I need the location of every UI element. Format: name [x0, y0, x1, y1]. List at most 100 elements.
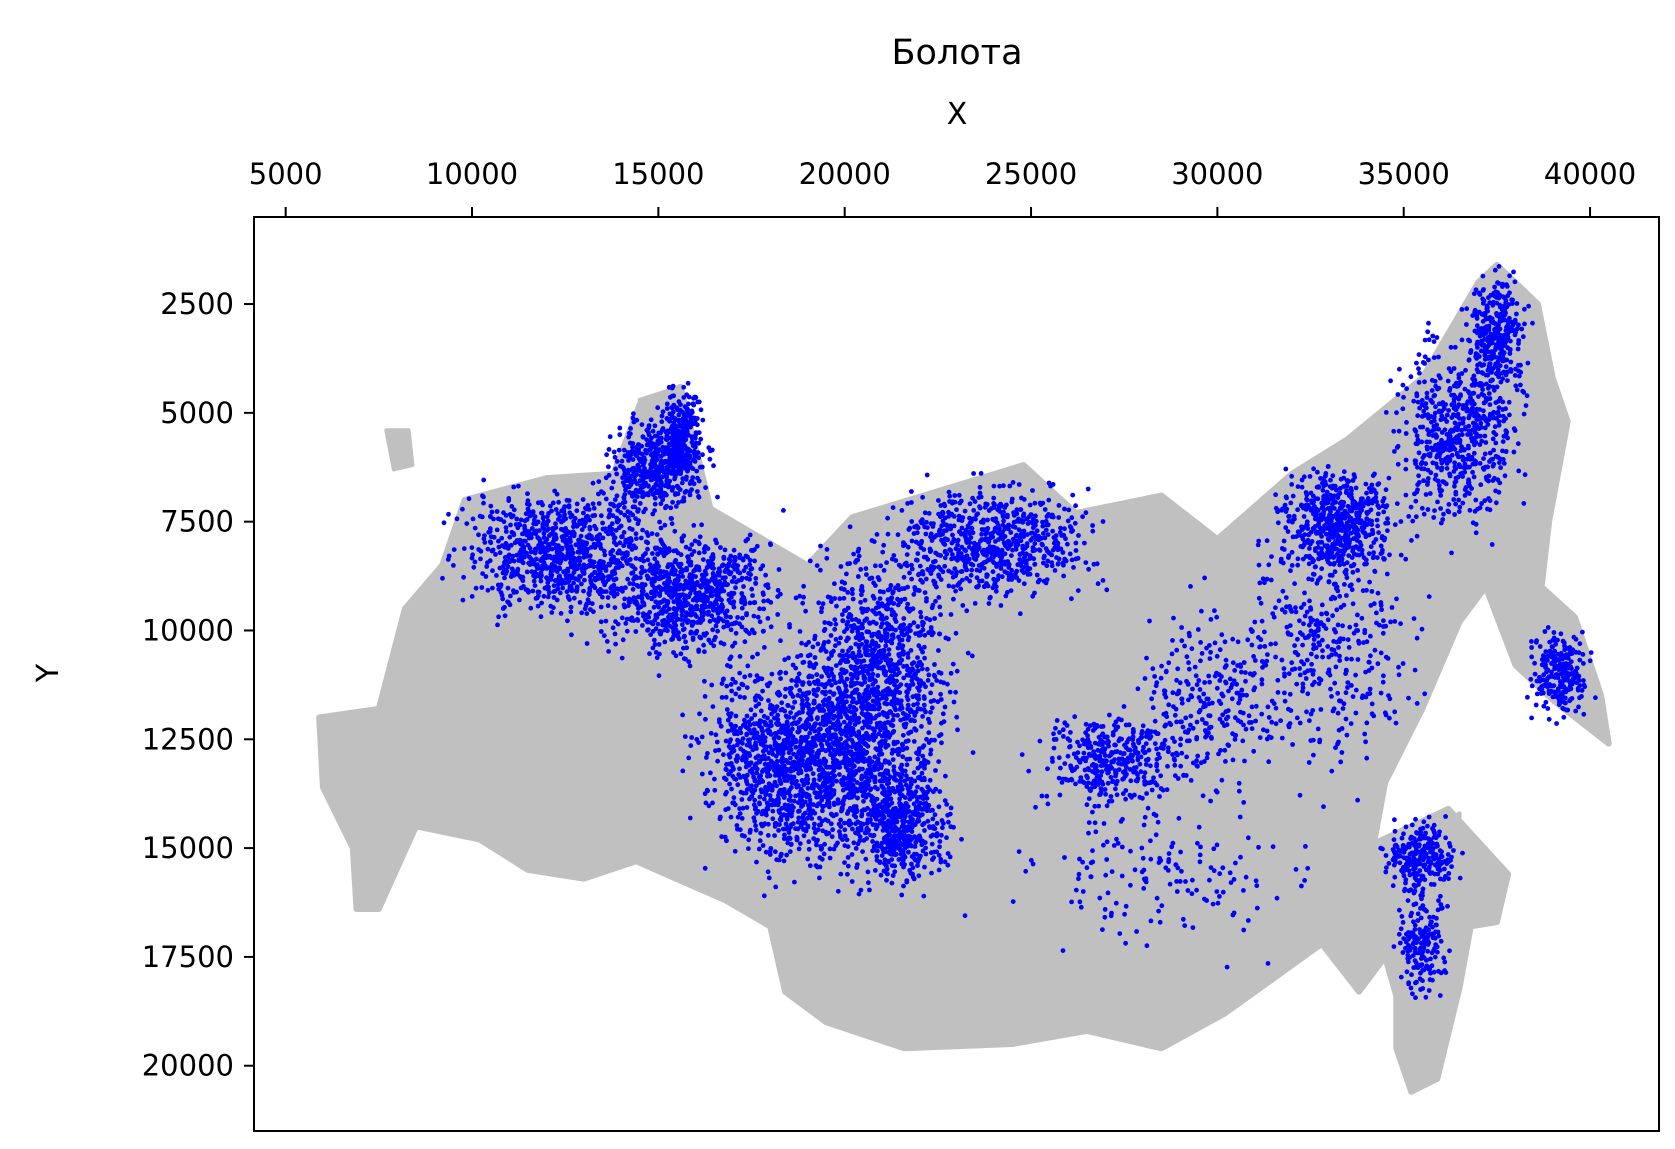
scatter-point: [857, 696, 863, 702]
scatter-point: [809, 710, 814, 715]
scatter-point: [691, 568, 697, 574]
scatter-point: [734, 758, 740, 764]
scatter-point: [786, 797, 792, 803]
scatter-point: [629, 473, 635, 478]
scatter-point: [662, 573, 668, 579]
scatter-point: [531, 578, 537, 584]
scatter-point: [964, 608, 970, 614]
scatter-point: [679, 538, 685, 544]
scatter-point: [760, 808, 766, 814]
scatter-point: [748, 566, 754, 572]
scatter-point: [569, 632, 574, 638]
scatter-point: [604, 452, 609, 458]
scatter-point: [613, 576, 619, 582]
scatter-point: [639, 596, 645, 601]
scatter-point: [947, 689, 953, 695]
scatter-point: [840, 655, 846, 661]
scatter-point: [786, 655, 791, 661]
scatter-point: [850, 709, 855, 715]
scatter-point: [797, 629, 803, 634]
scatter-point: [512, 569, 518, 575]
scatter-point: [699, 577, 705, 583]
scatter-point: [861, 658, 867, 664]
scatter-point: [517, 539, 523, 545]
scatter-point: [650, 645, 656, 651]
scatter-point: [810, 738, 816, 744]
scatter-point: [745, 663, 751, 669]
scatter-point: [649, 589, 654, 595]
scatter-point: [664, 492, 669, 498]
scatter-point: [664, 406, 670, 411]
scatter-point: [732, 848, 738, 854]
scatter-point: [684, 645, 690, 651]
scatter-point: [861, 676, 867, 681]
scatter-point: [897, 641, 902, 647]
scatter-point: [479, 585, 485, 590]
scatter-point: [755, 651, 760, 657]
scatter-point: [884, 770, 890, 776]
scatter-point: [649, 464, 655, 470]
scatter-point: [571, 560, 577, 566]
scatter-point: [832, 626, 838, 632]
scatter-point: [838, 817, 843, 823]
scatter-point: [511, 532, 517, 538]
scatter-point: [574, 589, 580, 594]
scatter-point: [801, 594, 806, 600]
scatter-point: [902, 724, 907, 729]
scatter-point: [508, 542, 514, 548]
scatter-point: [549, 572, 555, 578]
scatter-point: [568, 609, 574, 615]
scatter-point: [925, 678, 931, 683]
scatter-point: [656, 642, 662, 647]
scatter-point: [683, 614, 688, 620]
scatter-point: [755, 809, 761, 814]
scatter-point: [645, 627, 650, 633]
scatter-point: [760, 688, 765, 694]
scatter-point: [451, 547, 457, 552]
scatter-point: [816, 801, 821, 807]
scatter-point: [518, 574, 523, 580]
scatter-point: [603, 568, 609, 573]
scatter-point: [859, 776, 864, 782]
scatter-point: [612, 535, 618, 541]
scatter-point: [778, 751, 784, 756]
scatter-point: [908, 648, 914, 653]
scatter-point: [610, 588, 616, 593]
scatter-point: [625, 561, 630, 566]
scatter-point: [772, 708, 778, 714]
scatter-point: [856, 767, 862, 773]
scatter-point: [850, 591, 855, 597]
scatter-point: [795, 819, 801, 825]
scatter-point: [806, 758, 811, 763]
scatter-point: [642, 466, 647, 471]
scatter-point: [546, 526, 551, 532]
scatter-point: [828, 821, 834, 827]
scatter-point: [871, 596, 877, 601]
scatter-point: [876, 603, 882, 609]
scatter-point: [818, 543, 823, 549]
scatter-point: [739, 681, 745, 687]
scatter-point: [509, 504, 515, 509]
scatter-point: [693, 395, 699, 400]
scatter-point: [666, 614, 671, 620]
scatter-point: [838, 714, 844, 720]
scatter-point: [675, 491, 681, 497]
scatter-point: [611, 479, 616, 485]
scatter-point: [525, 491, 530, 497]
scatter-point: [796, 671, 802, 677]
scatter-point: [868, 713, 873, 718]
scatter-point: [535, 589, 541, 595]
scatter-point: [869, 575, 875, 581]
scatter-point: [873, 583, 878, 588]
scatter-point: [778, 591, 783, 597]
scatter-point: [892, 616, 898, 622]
scatter-point: [596, 542, 602, 548]
scatter-point: [849, 879, 855, 884]
scatter-point: [904, 682, 910, 688]
scatter-point: [656, 673, 662, 679]
scatter-point: [656, 604, 662, 610]
scatter-point: [696, 550, 702, 556]
scatter-point: [500, 606, 506, 611]
scatter-point: [753, 765, 759, 771]
scatter-point: [888, 709, 894, 715]
